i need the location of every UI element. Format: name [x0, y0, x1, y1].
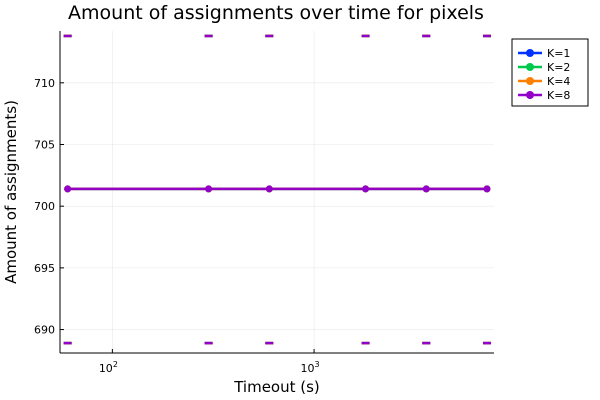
y-tick-label: 700 — [34, 200, 55, 213]
x-tick-exponent: 3 — [315, 360, 320, 369]
legend-marker — [526, 91, 534, 99]
y-axis-label: Amount of assignments) — [2, 100, 20, 284]
x-axis-label: Timeout (s) — [233, 378, 320, 396]
legend-label: K=8 — [547, 89, 570, 102]
y-tick-label: 690 — [34, 324, 55, 337]
data-point — [362, 185, 370, 193]
data-point — [422, 185, 430, 193]
x-tick-label: 103 — [301, 360, 320, 375]
data-point — [265, 185, 273, 193]
legend-marker — [526, 77, 534, 85]
x-tick-base: 10 — [301, 362, 315, 375]
legend-marker — [526, 63, 534, 71]
grid-lines — [60, 31, 494, 353]
legend-label: K=1 — [547, 47, 570, 60]
data-point — [205, 185, 213, 193]
y-tick-label: 705 — [34, 139, 55, 152]
legend-label: K=2 — [547, 61, 570, 74]
legend-marker — [526, 49, 534, 57]
series-k8 — [63, 34, 491, 345]
data-point — [64, 185, 72, 193]
y-axis-ticks: 690 695 700 705 710 — [34, 77, 64, 337]
y-tick-label: 695 — [34, 262, 55, 275]
legend: K=1K=2K=4K=8 — [511, 38, 589, 107]
x-tick-label: 102 — [99, 360, 118, 375]
x-tick-exponent: 2 — [113, 360, 118, 369]
y-tick-label: 710 — [34, 77, 55, 90]
chart-title: Amount of assignments over time for pixe… — [68, 2, 484, 24]
legend-label: K=4 — [547, 75, 570, 88]
series-layer — [63, 34, 491, 345]
x-axis-ticks: 102 103 — [99, 349, 320, 375]
data-point — [483, 185, 491, 193]
x-tick-base: 10 — [99, 362, 113, 375]
